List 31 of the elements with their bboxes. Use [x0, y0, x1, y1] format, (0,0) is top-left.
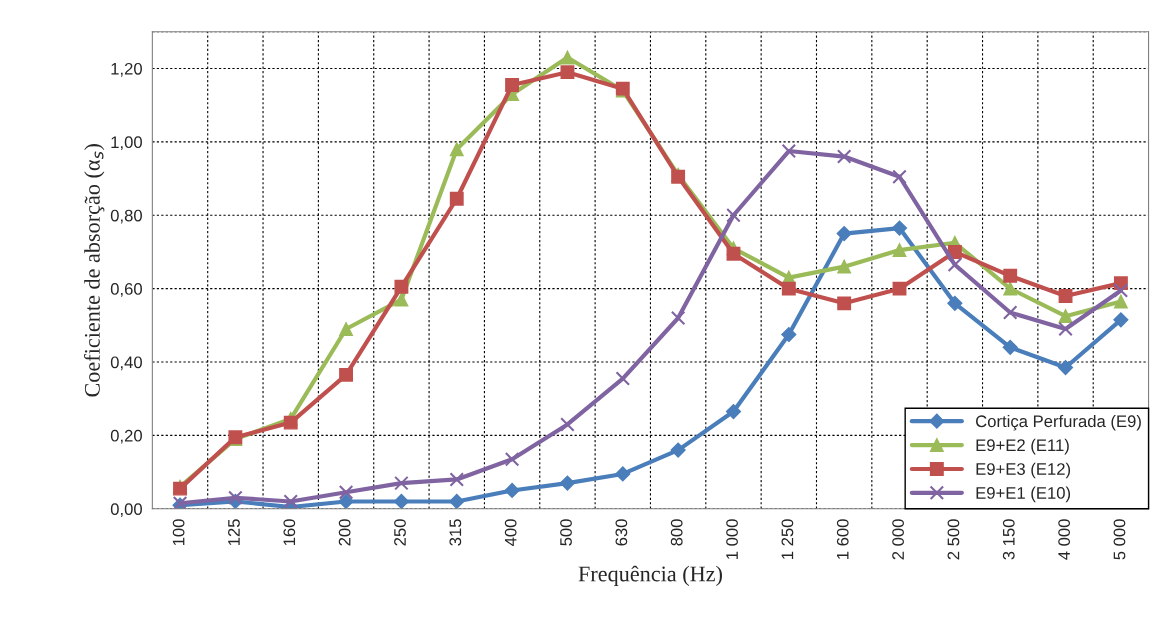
y-axis-title: Coeficiente de absorção (α$_{s}$)	[83, 144, 105, 397]
x-tick-label: 800	[670, 519, 683, 546]
x-tick-label: 1 250	[781, 519, 794, 559]
x-tick-label: 250	[394, 519, 406, 546]
legend-label: Cortiça Perfurada (E9)	[976, 414, 1141, 431]
y-tick-label: 0,00	[110, 503, 142, 517]
legend-label: E9+E3 (E12)	[976, 462, 1071, 479]
legend-label: E9+E2 (E11)	[976, 438, 1069, 455]
x-tick-label: 3 150	[1002, 519, 1015, 560]
y-tick-label: 1,20	[111, 62, 142, 77]
x-tick-label: 400	[504, 519, 517, 546]
legend-label: E9+E1 (E10)	[976, 486, 1071, 503]
x-tick-label: 125	[228, 519, 240, 546]
x-tick-label: 2 000	[892, 519, 904, 560]
y-tick-label: 0,60	[110, 283, 142, 297]
y-tick-label: 1,00	[111, 136, 142, 151]
x-tick-label: 2 500	[947, 519, 960, 560]
x-tick-label: 160	[283, 519, 296, 546]
x-tick-label: 1 600	[836, 519, 849, 559]
y-tick-label: 0,20	[110, 429, 142, 444]
x-tick-label: 4 000	[1058, 519, 1071, 560]
x-tick-label: 100	[172, 519, 185, 546]
x-tick-label: 5 000	[1113, 519, 1126, 560]
x-tick-label: 630	[615, 519, 628, 546]
x-tick-label: 500	[560, 519, 572, 546]
x-tick-label: 315	[449, 519, 462, 546]
y-tick-label: 0,80	[110, 209, 142, 224]
x-axis-title: Frequência (Hz)	[578, 565, 722, 586]
x-tick-label: 200	[338, 519, 351, 546]
x-tick-label: 1 000	[726, 519, 738, 559]
y-tick-label: 0,40	[110, 356, 142, 371]
